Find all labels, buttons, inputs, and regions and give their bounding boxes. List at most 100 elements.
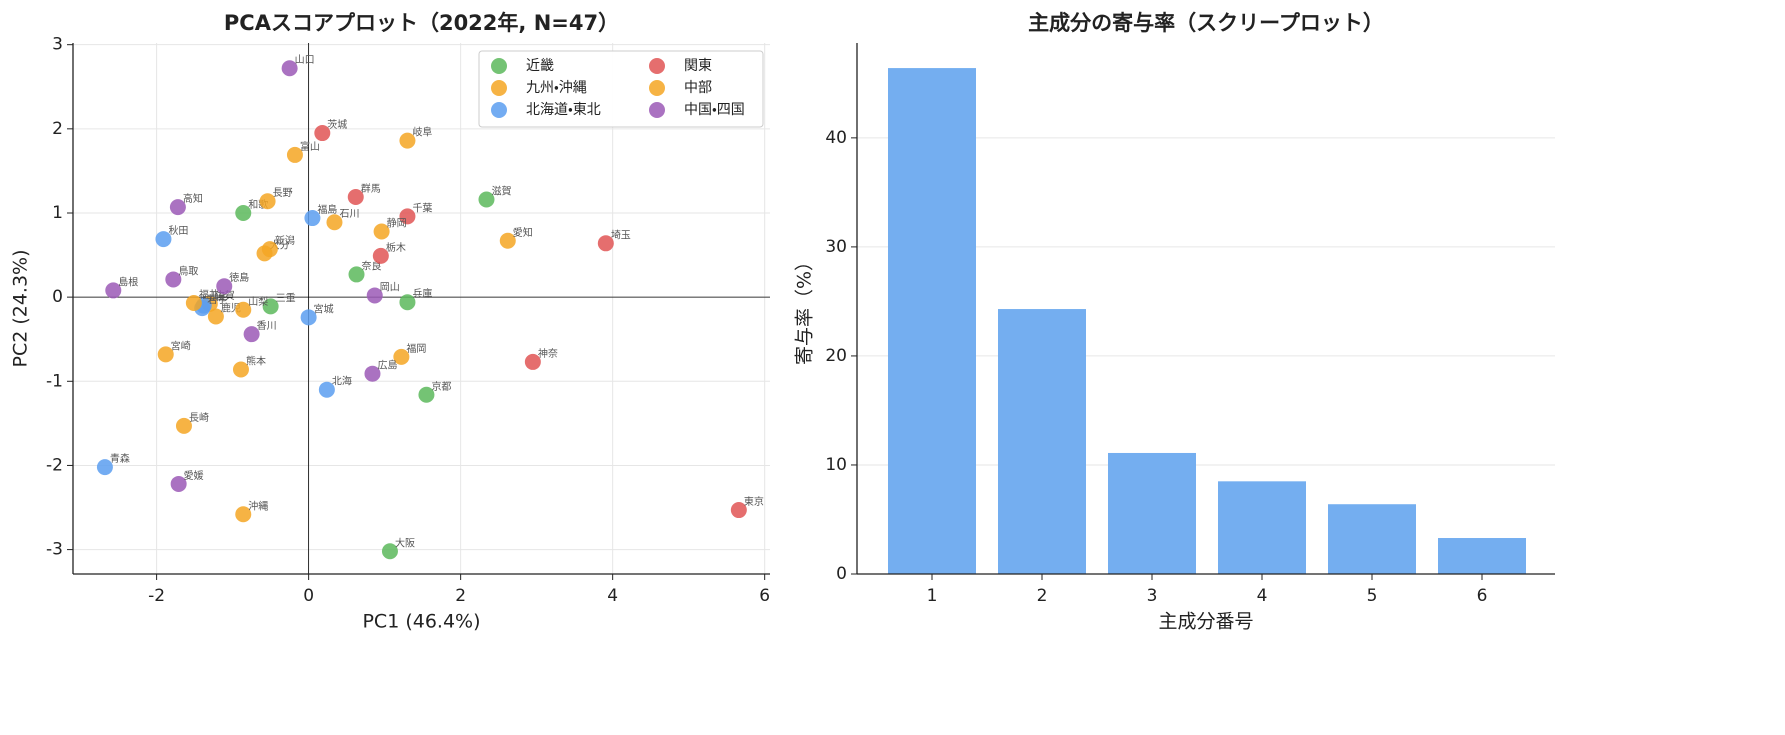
point-label: 長崎 bbox=[189, 411, 209, 424]
point bbox=[169, 199, 186, 216]
point bbox=[235, 506, 252, 523]
point bbox=[347, 188, 364, 205]
point bbox=[364, 365, 381, 382]
point-label: 東京 bbox=[744, 495, 764, 508]
x-tick-label: 2 bbox=[455, 586, 466, 606]
point-label: 静岡 bbox=[387, 217, 407, 230]
x-tick-label: -2 bbox=[148, 586, 165, 606]
point-label: 佐賀 bbox=[215, 290, 235, 302]
legend-marker bbox=[649, 80, 665, 96]
point bbox=[261, 241, 278, 258]
point-label: 茨城 bbox=[327, 119, 347, 131]
point-label: 高知 bbox=[183, 192, 203, 205]
x-tick-label: 6 bbox=[1477, 586, 1488, 606]
legend-marker bbox=[649, 58, 665, 74]
point-label: 栃木 bbox=[386, 241, 406, 254]
x-axis-label: 主成分番号 bbox=[1158, 611, 1253, 633]
point bbox=[381, 543, 398, 560]
point bbox=[286, 146, 303, 163]
point-label: 三重 bbox=[276, 291, 296, 304]
y-tick-label: 0 bbox=[52, 287, 63, 307]
point bbox=[165, 271, 182, 288]
point bbox=[300, 309, 317, 326]
point bbox=[418, 386, 435, 403]
point bbox=[597, 235, 614, 252]
point-label: 山形 bbox=[209, 292, 229, 304]
point-label: 鳥取 bbox=[178, 264, 198, 277]
point bbox=[157, 346, 174, 363]
legend-marker bbox=[491, 80, 507, 96]
y-tick-label: 10 bbox=[825, 455, 847, 475]
legend-label: 近畿 bbox=[526, 58, 554, 74]
point-label: 滋賀 bbox=[491, 185, 511, 198]
legend-marker bbox=[491, 102, 507, 118]
point-label: 岐阜 bbox=[412, 126, 432, 139]
x-tick-label: 6 bbox=[759, 586, 770, 606]
point bbox=[524, 353, 541, 370]
point-label: 奈良 bbox=[362, 259, 382, 272]
point-label: 愛媛 bbox=[184, 469, 204, 482]
point bbox=[366, 287, 383, 304]
point-label: 熊本 bbox=[246, 355, 266, 368]
bar bbox=[1218, 481, 1306, 574]
x-tick-label: 4 bbox=[1257, 586, 1268, 606]
point-label: 広島 bbox=[377, 359, 397, 372]
point-label: 宮崎 bbox=[171, 339, 191, 352]
y-tick-label: 1 bbox=[52, 203, 63, 223]
x-axis-label: PC1 (46.4%) bbox=[362, 611, 480, 633]
point-label: 兵庫 bbox=[412, 287, 432, 300]
point-label: 宮城 bbox=[314, 302, 334, 315]
point-label: 秋田 bbox=[168, 224, 188, 237]
point bbox=[499, 232, 516, 249]
x-tick-label: 2 bbox=[1037, 586, 1048, 606]
point-label: 神奈 bbox=[538, 347, 558, 360]
point bbox=[155, 231, 172, 248]
point-label: 愛知 bbox=[513, 226, 533, 239]
point bbox=[170, 475, 187, 492]
legend-marker bbox=[649, 102, 665, 118]
point-label: 新潟 bbox=[275, 234, 295, 247]
y-tick-label: -1 bbox=[46, 371, 63, 391]
y-axis-label: 寄与率（%） bbox=[794, 252, 816, 365]
point-label: 石川 bbox=[339, 209, 359, 220]
point bbox=[235, 301, 252, 318]
legend-label: 関東 bbox=[684, 58, 712, 74]
legend-label: 北海道・東北 bbox=[526, 102, 601, 118]
point bbox=[478, 191, 495, 208]
bar bbox=[1438, 538, 1526, 574]
bar bbox=[998, 309, 1086, 574]
y-tick-label: -3 bbox=[46, 540, 63, 560]
point-label: 島根 bbox=[118, 275, 138, 288]
point-label: 北海 bbox=[332, 375, 352, 388]
y-tick-label: 0 bbox=[836, 564, 847, 584]
x-tick-label: 3 bbox=[1147, 586, 1158, 606]
y-tick-label: 30 bbox=[825, 237, 847, 257]
point bbox=[314, 125, 331, 142]
point-label: 埼玉 bbox=[611, 228, 631, 241]
point bbox=[207, 308, 224, 325]
x-tick-label: 5 bbox=[1367, 586, 1378, 606]
point bbox=[399, 208, 416, 225]
bar bbox=[1328, 504, 1416, 574]
point bbox=[730, 502, 747, 519]
legend-marker bbox=[491, 58, 507, 74]
point bbox=[216, 278, 233, 295]
point-label: 富山 bbox=[300, 140, 320, 153]
legend-label: 中国・四国 bbox=[684, 102, 745, 118]
chart-title: 主成分の寄与率（スクリープロット） bbox=[1028, 11, 1384, 35]
point bbox=[281, 60, 298, 77]
point bbox=[304, 210, 321, 227]
chart-title: PCAスコアプロット（2022年, N=47） bbox=[224, 11, 619, 35]
x-tick-label: 0 bbox=[303, 586, 314, 606]
point bbox=[399, 132, 416, 149]
point bbox=[318, 381, 335, 398]
bar bbox=[1108, 452, 1196, 574]
point bbox=[326, 214, 343, 231]
point bbox=[105, 282, 122, 299]
point-label: 徳島 bbox=[229, 271, 249, 284]
point-label: 千葉 bbox=[412, 201, 432, 214]
point bbox=[259, 193, 276, 210]
point-label: 群馬 bbox=[361, 182, 381, 195]
y-axis-label: PC2 (24.3%) bbox=[10, 249, 32, 367]
